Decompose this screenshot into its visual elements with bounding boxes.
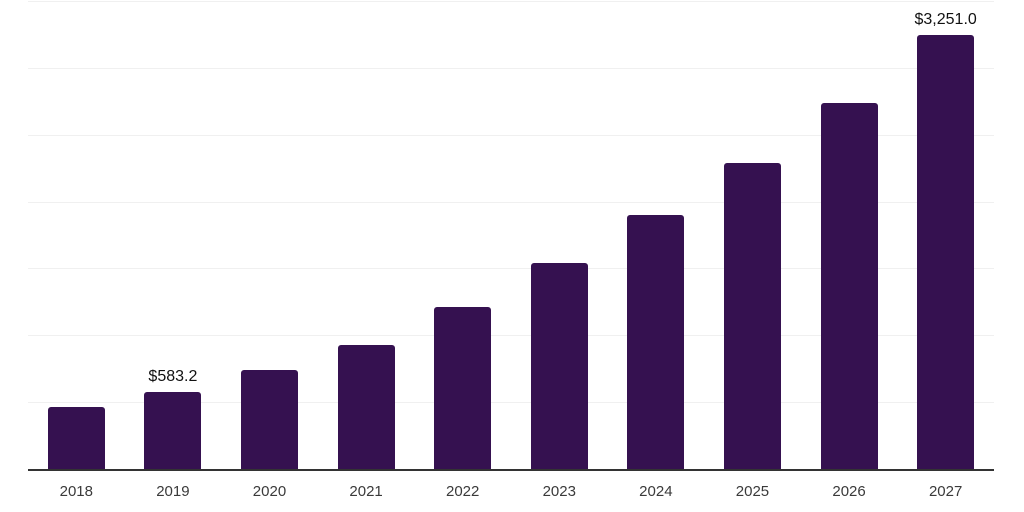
plot-area: $583.2 $3,251.0 <box>28 1 994 471</box>
bar-column-2024 <box>608 2 705 470</box>
x-tick-label-2025: 2025 <box>735 483 770 500</box>
bar-2025 <box>723 162 781 470</box>
x-axis-labels: 2018 2019 2020 2021 2022 2023 2024 2025 2026 2027 <box>28 483 994 501</box>
bar-column-2027: $3,251.0 <box>897 2 994 470</box>
gridline-500 <box>28 402 994 404</box>
gridline-1000 <box>28 335 994 337</box>
bar-2023 <box>530 263 588 470</box>
bar-column-2025 <box>704 2 801 470</box>
bar-2024 <box>627 215 685 470</box>
bar-column-2023 <box>511 2 608 470</box>
x-tick-label-2022: 2022 <box>445 483 480 500</box>
gridline-3000 <box>28 67 994 69</box>
bar-column-2020 <box>221 2 318 470</box>
bar-value-label-2027: $3,251.0 <box>914 11 977 29</box>
gridline-3500 <box>28 1 994 2</box>
bar-2019 <box>144 392 202 470</box>
x-tick-label-2019: 2019 <box>156 483 190 500</box>
bar-column-2021 <box>318 2 415 470</box>
x-tick-label-2024: 2024 <box>639 483 673 500</box>
bar-2018 <box>47 407 105 470</box>
bar-2021 <box>337 344 395 470</box>
x-tick-label-2026: 2026 <box>832 483 866 500</box>
gridline-2000 <box>28 201 994 203</box>
x-tick-label-2021: 2021 <box>349 483 383 500</box>
x-tick-label-2020: 2020 <box>252 483 287 500</box>
bar-value-label-2019: $583.2 <box>148 368 198 386</box>
x-tick-label-2027: 2027 <box>928 483 963 500</box>
bar-2027 <box>917 35 975 470</box>
bar-2020 <box>240 369 298 470</box>
bar-column-2026 <box>801 2 898 470</box>
bar-2022 <box>434 306 492 470</box>
bar-column-2019: $583.2 <box>125 2 222 470</box>
bar-2026 <box>820 102 878 470</box>
gridline-1500 <box>28 268 994 270</box>
bars-row: $583.2 $3,251.0 <box>28 2 994 470</box>
x-tick-label-2023: 2023 <box>542 483 576 500</box>
bar-column-2022 <box>414 2 511 470</box>
x-axis-line <box>28 469 994 471</box>
x-tick-label-2018: 2018 <box>59 483 93 500</box>
gridline-2500 <box>28 134 994 136</box>
bar-column-2018 <box>28 2 125 470</box>
